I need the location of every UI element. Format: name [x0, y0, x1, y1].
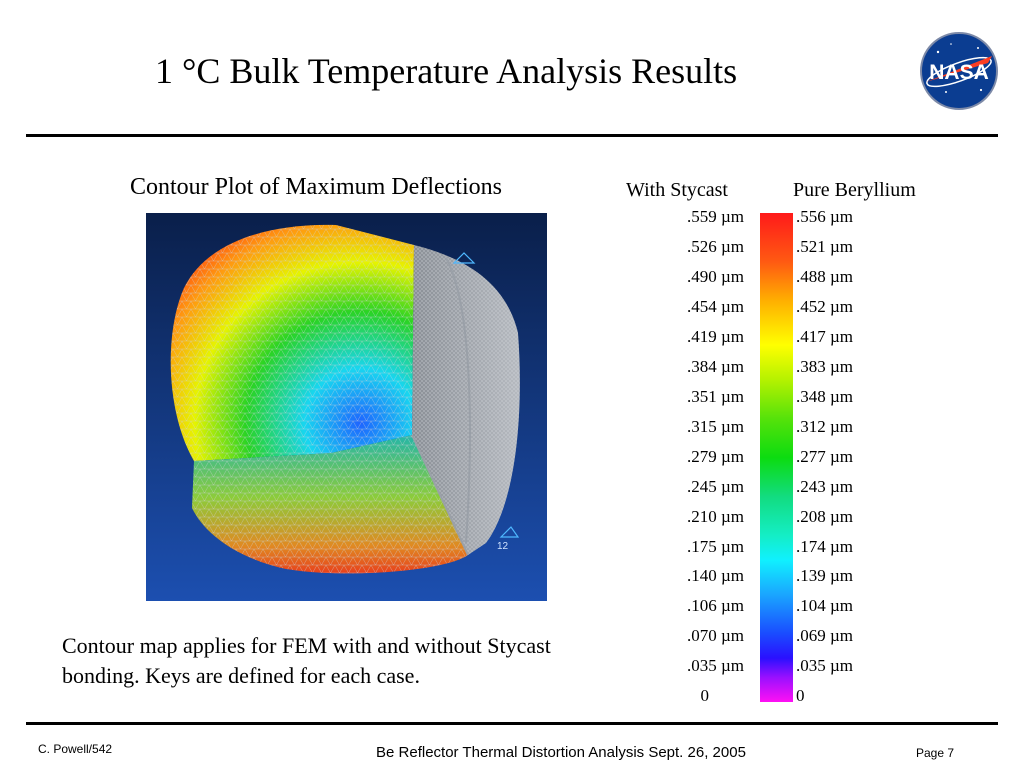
- legend-left-value: .245 µm: [686, 477, 744, 496]
- footer-divider: [26, 722, 998, 725]
- color-scale-bar: [760, 213, 793, 702]
- legend-left-value: .175 µm: [686, 537, 744, 556]
- legend-right-value: .208 µm: [796, 507, 854, 526]
- legend-left-value: .210 µm: [686, 507, 744, 526]
- legend-right-value: .312 µm: [796, 417, 854, 436]
- legend-left-value: .279 µm: [686, 447, 744, 466]
- fem-node-label: 12: [497, 541, 509, 552]
- slide-title: 1 °C Bulk Temperature Analysis Results: [155, 51, 738, 91]
- plot-heading: Contour Plot of Maximum Deflections: [130, 174, 502, 200]
- fem-contour-plot: 12: [146, 213, 547, 601]
- legend-right-value: .556 µm: [796, 207, 854, 226]
- legend-right-value: .174 µm: [796, 537, 854, 556]
- legend-header-pure-beryllium: Pure Beryllium: [793, 179, 916, 201]
- legend-left-value: 0: [700, 686, 710, 705]
- legend-left-value: .454 µm: [686, 297, 744, 316]
- legend-right-value: .243 µm: [796, 477, 854, 496]
- legend-left-value: .384 µm: [686, 357, 744, 376]
- legend-right-value: 0: [796, 686, 805, 705]
- legend-left-value: .106 µm: [686, 596, 744, 615]
- caption: Contour map applies for FEM with and wit…: [62, 631, 662, 691]
- footer-page-number: Page 7: [916, 746, 955, 760]
- legend-right-value: .104 µm: [796, 596, 854, 615]
- legend-left-value: .490 µm: [686, 267, 744, 286]
- legend-right-value: .383 µm: [796, 357, 854, 376]
- legend-right-value: .348 µm: [796, 387, 854, 406]
- nasa-logo: NASA: [920, 32, 998, 110]
- legend-left-value: .559 µm: [686, 207, 744, 226]
- legend-right-value: .452 µm: [796, 297, 854, 316]
- legend-left-value: .351 µm: [686, 387, 744, 406]
- legend-right-value: .277 µm: [796, 447, 854, 466]
- legend-right-value: .521 µm: [796, 237, 854, 256]
- legend-left-value: .140 µm: [686, 566, 744, 585]
- legend-header-with-stycast: With Stycast: [626, 179, 728, 201]
- legend-right-value: .417 µm: [796, 327, 854, 346]
- legend-right-value: .069 µm: [796, 626, 854, 645]
- legend-left-value: .526 µm: [686, 237, 744, 256]
- legend-right-value: .139 µm: [796, 566, 854, 585]
- footer-title: Be Reflector Thermal Distortion Analysis…: [376, 744, 746, 761]
- caption-line-2: bonding. Keys are defined for each case.: [62, 663, 420, 688]
- footer-author: C. Powell/542: [38, 742, 113, 756]
- legend-left-value: .315 µm: [686, 417, 744, 436]
- caption-line-1: Contour map applies for FEM with and wit…: [62, 633, 551, 658]
- legend-right-value: .035 µm: [796, 656, 854, 675]
- nasa-logo-text: NASA: [929, 61, 989, 84]
- legend-left-value: .035 µm: [686, 656, 744, 675]
- legend-right-value: .488 µm: [796, 267, 854, 286]
- legend-left-value: .070 µm: [686, 626, 744, 645]
- header-divider: [26, 134, 998, 137]
- legend-left-value: .419 µm: [686, 327, 744, 346]
